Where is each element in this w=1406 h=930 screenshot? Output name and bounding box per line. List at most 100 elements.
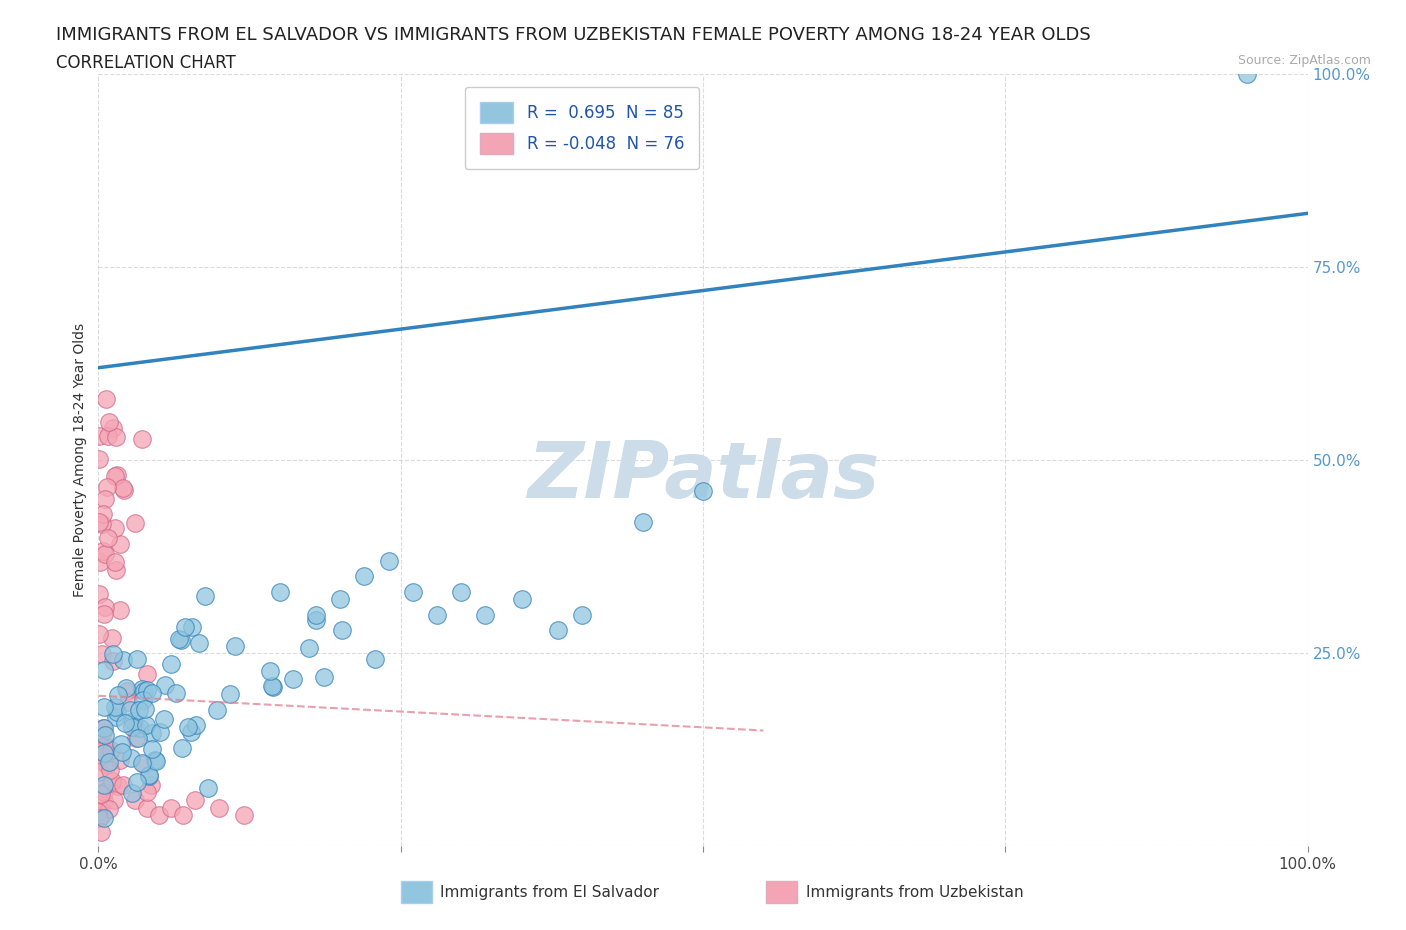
Point <box>262 679 284 694</box>
Point <box>131 755 153 770</box>
Point <box>138 768 160 783</box>
Point <box>121 786 143 801</box>
Point <box>108 537 131 551</box>
Point <box>87 753 110 768</box>
Point <box>111 744 134 759</box>
Point <box>153 677 176 692</box>
Point <box>281 671 304 686</box>
Bar <box>766 882 797 904</box>
Point <box>134 718 156 733</box>
Point <box>136 683 159 698</box>
Point <box>135 785 157 800</box>
Point <box>165 685 187 700</box>
Point <box>89 764 111 779</box>
Point <box>91 720 114 735</box>
Point <box>104 521 127 536</box>
Point <box>571 607 593 622</box>
Point <box>108 752 131 767</box>
Point <box>134 701 156 716</box>
Point <box>127 775 149 790</box>
Point <box>117 695 139 710</box>
Point <box>93 720 115 735</box>
Point <box>101 774 124 789</box>
Point <box>103 792 125 807</box>
Point <box>103 420 125 435</box>
Point <box>121 751 143 765</box>
Text: ZIPatlas: ZIPatlas <box>527 438 879 513</box>
Point <box>112 483 135 498</box>
Point <box>138 768 160 783</box>
Point <box>97 429 120 444</box>
Point <box>98 415 121 430</box>
Point <box>305 607 328 622</box>
Text: CORRELATION CHART: CORRELATION CHART <box>56 54 236 72</box>
Point <box>110 737 132 751</box>
Point <box>330 623 353 638</box>
Text: Immigrants from El Salvador: Immigrants from El Salvador <box>440 884 659 900</box>
Point <box>205 702 228 717</box>
Point <box>118 702 141 717</box>
Point <box>510 591 533 606</box>
Point <box>127 730 149 745</box>
Point <box>94 743 117 758</box>
Point <box>94 392 117 406</box>
Point <box>93 777 115 792</box>
Point <box>111 480 134 495</box>
Point <box>141 685 163 700</box>
Point <box>87 804 110 819</box>
Point <box>91 739 114 754</box>
Point <box>107 688 129 703</box>
Point <box>167 631 190 646</box>
Point <box>188 635 211 650</box>
Point <box>104 710 127 724</box>
Point <box>87 586 110 601</box>
Bar <box>401 882 432 904</box>
Point <box>125 731 148 746</box>
Point <box>93 784 115 799</box>
Point <box>160 657 183 671</box>
Point <box>145 753 167 768</box>
Point <box>97 802 120 817</box>
Point <box>194 589 217 604</box>
Point <box>93 746 115 761</box>
Text: Immigrants from Uzbekistan: Immigrants from Uzbekistan <box>806 884 1024 900</box>
Point <box>107 778 129 793</box>
Point <box>104 430 127 445</box>
Point <box>197 780 219 795</box>
Point <box>129 721 152 736</box>
Point <box>305 613 328 628</box>
Point <box>139 777 162 792</box>
Y-axis label: Female Poverty Among 18-24 Year Olds: Female Poverty Among 18-24 Year Olds <box>73 324 87 597</box>
Point <box>104 699 127 714</box>
Point <box>1236 67 1258 82</box>
Point <box>97 754 120 769</box>
Point <box>132 693 155 708</box>
Point <box>172 808 194 823</box>
Point <box>93 699 115 714</box>
Point <box>314 670 336 684</box>
Point <box>89 554 111 569</box>
Point <box>121 720 143 735</box>
Point <box>269 584 291 599</box>
Point <box>94 727 117 742</box>
Point <box>93 738 115 753</box>
Point <box>173 619 195 634</box>
Point <box>112 653 135 668</box>
Point <box>631 514 654 529</box>
Point <box>91 646 114 661</box>
Point <box>134 684 156 698</box>
Point <box>93 662 115 677</box>
Point <box>377 553 399 568</box>
Point <box>89 743 111 758</box>
Point <box>91 516 114 531</box>
Point <box>105 563 128 578</box>
Point <box>692 484 714 498</box>
Point <box>101 646 124 661</box>
Point <box>353 569 375 584</box>
Point <box>100 743 122 758</box>
Point <box>93 811 115 826</box>
Point <box>208 800 231 815</box>
Point <box>131 682 153 697</box>
Point <box>122 713 145 728</box>
Point <box>170 740 193 755</box>
